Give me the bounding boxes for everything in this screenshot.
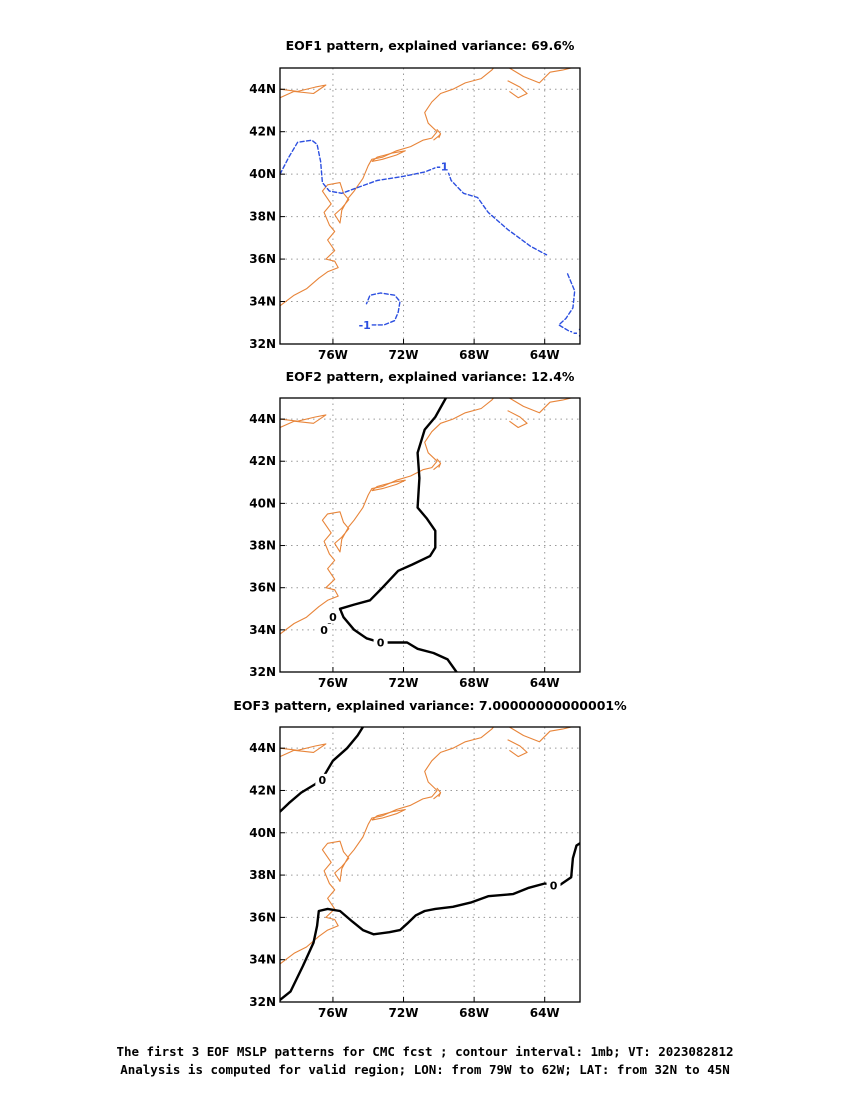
y-tick-label: 40N: [249, 167, 276, 181]
panel-plot-area: 00: [280, 727, 580, 1002]
panel-frame: [279, 726, 581, 1003]
coastline: [280, 68, 494, 307]
contour-zero: [338, 398, 458, 672]
contour-label-bg: [357, 318, 372, 331]
eof-panel-2: EOF2 pattern, explained variance: 12.4% 0…: [249, 369, 581, 690]
x-tick-label: 76W: [318, 348, 348, 362]
y-tick-label: 36N: [249, 910, 276, 924]
eof-panel-3: EOF3 pattern, explained variance: 7.0000…: [233, 698, 627, 1020]
eof-figure: EOF1 pattern, explained variance: 69.6% -…: [233, 38, 627, 1020]
x-tick-label: 64W: [530, 676, 560, 690]
contour-label-bg: [317, 623, 332, 636]
coastline: [280, 84, 327, 99]
figure-caption-line2: Analysis is computed for valid region; L…: [120, 1062, 730, 1077]
coastline: [507, 410, 528, 429]
y-tick-label: 44N: [249, 82, 276, 96]
x-tick-label: 68W: [459, 348, 489, 362]
coastline: [280, 414, 327, 429]
contour-label: 0: [320, 624, 328, 637]
panel-plot-area: -1 -1 -1: [280, 68, 585, 339]
y-tick-label: 42N: [249, 783, 276, 797]
y-tick-label: 44N: [249, 412, 276, 426]
contour-label: 0: [329, 611, 337, 624]
y-tick-label: 34N: [249, 295, 276, 309]
panel-plot-area: 000: [280, 398, 572, 672]
eof-panel-1: EOF1 pattern, explained variance: 69.6% -…: [249, 38, 585, 362]
coastline: [507, 80, 528, 99]
y-tick-label: 36N: [249, 252, 276, 266]
panel-frame: [279, 397, 581, 673]
figure-caption-line1: The first 3 EOF MSLP patterns for CMC fc…: [116, 1044, 734, 1059]
y-tick-label: 44N: [249, 741, 276, 755]
y-tick-label: 38N: [249, 210, 276, 224]
panel-frame: [279, 67, 581, 345]
contour-label-bg: [546, 879, 561, 892]
y-tick-label: 32N: [249, 995, 276, 1009]
contour-label: 0: [377, 636, 385, 649]
contour-zero: [280, 842, 580, 1002]
coastline: [371, 808, 406, 821]
x-tick-label: 68W: [459, 1006, 489, 1020]
contour-negative: [280, 139, 548, 256]
panel-title: EOF3 pattern, explained variance: 7.0000…: [233, 698, 627, 713]
contour-label-bg: [373, 636, 388, 649]
x-tick-label: 72W: [389, 676, 419, 690]
contour-label-bg: [572, 326, 580, 339]
coastline: [509, 398, 572, 414]
x-tick-label: 64W: [530, 348, 560, 362]
contour-label: -1: [359, 319, 371, 332]
y-tick-label: 38N: [249, 868, 276, 882]
contour-label: 0: [319, 774, 327, 787]
y-tick-label: 42N: [249, 454, 276, 468]
contour-label: 0: [550, 880, 558, 893]
y-tick-label: 32N: [249, 665, 276, 679]
contour-label: -1: [436, 161, 448, 174]
y-tick-label: 38N: [249, 539, 276, 553]
y-tick-label: 40N: [249, 826, 276, 840]
panel-title: EOF1 pattern, explained variance: 69.6%: [286, 38, 575, 53]
y-tick-label: 36N: [249, 581, 276, 595]
y-tick-label: 34N: [249, 623, 276, 637]
coastline: [280, 743, 327, 758]
contour-label-bg: [315, 773, 330, 786]
contour-negative: [365, 292, 401, 326]
y-tick-label: 42N: [249, 125, 276, 139]
x-tick-label: 68W: [459, 676, 489, 690]
coastline: [371, 479, 406, 492]
coastline: [433, 458, 442, 471]
panel-title: EOF2 pattern, explained variance: 12.4%: [286, 369, 575, 384]
x-tick-label: 76W: [318, 676, 348, 690]
x-tick-label: 64W: [530, 1006, 560, 1020]
contour-label: -1: [573, 326, 585, 339]
contour-negative: [558, 273, 580, 335]
coastline: [433, 787, 442, 800]
x-tick-label: 72W: [389, 348, 419, 362]
coastline: [509, 727, 572, 743]
contour-label-bg: [435, 160, 450, 173]
y-tick-label: 40N: [249, 496, 276, 510]
coastline: [509, 68, 572, 84]
coastline: [507, 739, 528, 758]
coastline: [371, 150, 406, 162]
coastline: [433, 129, 442, 141]
coastline: [280, 398, 494, 635]
x-tick-label: 76W: [318, 1006, 348, 1020]
contour-zero: [280, 727, 365, 813]
y-tick-label: 34N: [249, 953, 276, 967]
x-tick-label: 72W: [389, 1006, 419, 1020]
coastline: [280, 727, 494, 965]
contour-label-bg: [325, 611, 340, 624]
y-tick-label: 32N: [249, 337, 276, 351]
